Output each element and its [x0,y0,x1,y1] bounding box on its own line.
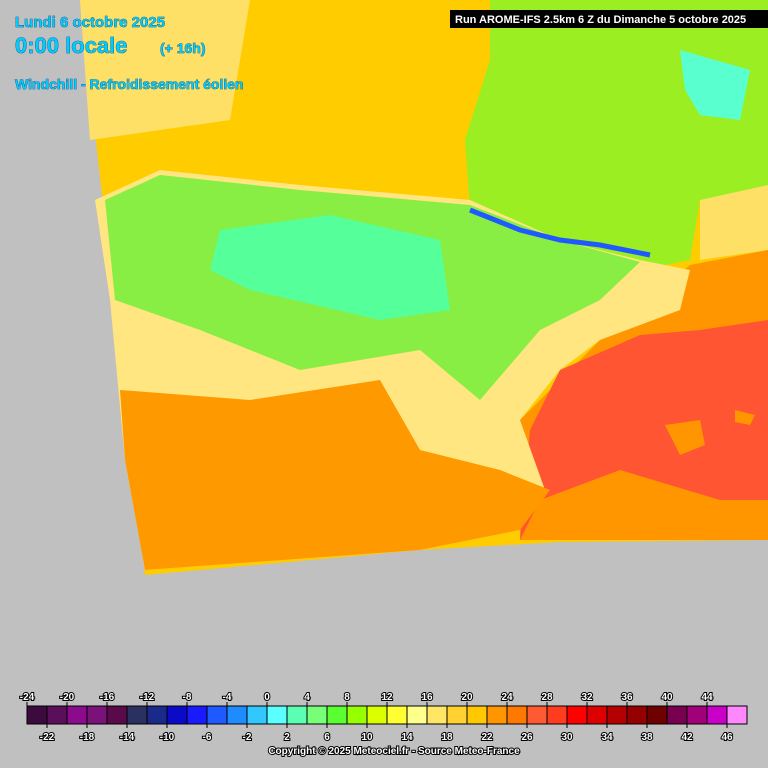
mediterranean [520,320,768,540]
legend-swatch [286,705,308,725]
legend-label: -8 [183,692,192,703]
legend-label: 0 [264,692,270,703]
legend-label: -2 [243,732,252,743]
legend-label: -6 [203,732,212,743]
legend-swatch [46,705,68,725]
legend-label: -16 [100,692,115,703]
legend-swatch [626,705,648,725]
alps [680,50,750,120]
legend-label: 34 [601,732,613,743]
legend-label: 46 [721,732,733,743]
legend-label: 24 [501,692,513,703]
france-south [700,185,768,260]
legend-label: 26 [521,732,533,743]
time: 0:00 locale [15,33,128,58]
legend-label: 16 [421,692,433,703]
legend-swatch [306,705,328,725]
legend-label: 14 [401,732,413,743]
legend-label: 18 [441,732,453,743]
legend-swatch [206,705,228,725]
legend-swatch [646,705,668,725]
legend-label: -22 [40,732,55,743]
legend-label: 22 [481,732,493,743]
legend-label: 42 [681,732,693,743]
legend-label: -14 [120,732,135,743]
legend-label: -12 [140,692,155,703]
legend-label: 6 [324,732,330,743]
legend-label: 8 [344,692,350,703]
run-info: Run AROME-IFS 2.5km 6 Z du Dimanche 5 oc… [455,14,746,26]
parameter: Windchill - Refroidissement éolien [15,76,244,92]
date: Lundi 6 octobre 2025 [15,14,165,31]
legend-swatch [386,705,408,725]
legend-label: 32 [581,692,593,703]
minorca [735,410,755,425]
legend-swatch [346,705,368,725]
run-box [450,10,768,28]
legend-label: 38 [641,732,653,743]
legend-label: -4 [223,692,232,703]
legend-swatch [246,705,268,725]
legend: -24-22-20-18-16-14-12-10-8-6-4-202468101… [19,691,748,744]
pyrenees [469,207,651,258]
iberia-south [120,380,550,570]
ibiza [605,474,622,490]
legend-swatch [266,705,288,725]
legend-label: 4 [304,692,310,703]
legend-label: -24 [20,692,35,703]
legend-swatch [446,705,468,725]
legend-swatch [526,705,548,725]
legend-swatch [86,705,108,725]
copyright: Copyright © 2025 Meteociel.fr - Source M… [268,746,520,757]
legend-swatch [606,705,628,725]
legend-swatch [486,705,508,725]
legend-label: 10 [361,732,373,743]
legend-swatch [106,705,128,725]
legend-swatch [566,705,588,725]
legend-swatch [226,705,248,725]
legend-swatch [326,705,348,725]
legend-label: 44 [701,692,713,703]
legend-swatch [406,705,428,725]
legend-label: 30 [561,732,573,743]
legend-swatch [26,705,48,725]
legend-label: -10 [160,732,175,743]
legend-label: 28 [541,692,553,703]
legend-swatch [726,705,748,725]
legend-label: -18 [80,732,95,743]
legend-label: 36 [621,692,633,703]
legend-label: 20 [461,692,473,703]
meseta [210,215,450,320]
legend-swatch [546,705,568,725]
legend-swatch [126,705,148,725]
legend-label: 12 [381,692,393,703]
legend-swatch [506,705,528,725]
legend-swatch [366,705,388,725]
legend-swatch [186,705,208,725]
legend-label: 40 [661,692,673,703]
cool-sea [80,0,250,140]
majorca [665,420,705,455]
legend-swatch [666,705,688,725]
legend-swatch [146,705,168,725]
legend-label: -20 [60,692,75,703]
legend-swatch [66,705,88,725]
legend-swatch [706,705,728,725]
legend-label: 2 [284,732,290,743]
legend-swatch [586,705,608,725]
legend-swatch [166,705,188,725]
legend-swatch [466,705,488,725]
lead: (+ 16h) [160,40,206,56]
legend-swatch [426,705,448,725]
legend-swatch [686,705,708,725]
